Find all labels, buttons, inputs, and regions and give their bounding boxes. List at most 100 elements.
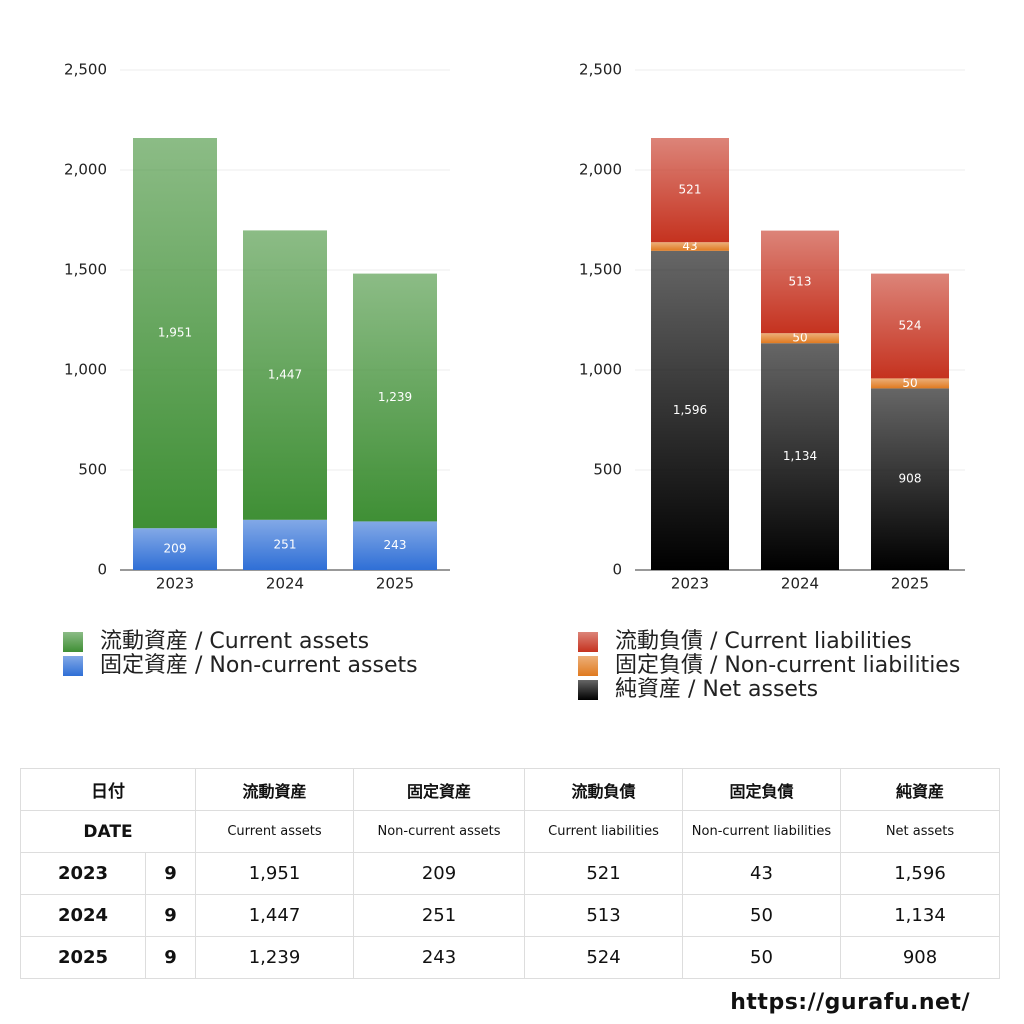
table-cell: 9 [145,852,196,895]
table-cell: 流動負債 [524,768,683,811]
legend-swatch [578,632,598,652]
value-label: 524 [899,319,922,333]
y-tick-label: 0 [612,561,622,579]
table-cell: 流動資産 [195,768,354,811]
table-row: DATE Current assets Non-current assets Curr… [20,810,1000,853]
table-row: 日付 流動資産 固定資産 流動負債 固定負債 純資産 [20,768,1000,811]
footer-url: https://gurafu.net/ [730,990,970,1015]
x-tick-label: 2023 [671,575,709,593]
table-cell: 251 [353,894,525,937]
x-tick-label: 2024 [781,575,819,593]
y-tick-label: 2,500 [579,61,622,79]
table-cell: 2024 [20,894,146,937]
legend-label: 固定負債 / Non-current liabilities [615,653,960,678]
legend-swatch [578,656,598,676]
charts: 05001,0001,5002,0002,50020232091,9512024… [63,61,965,702]
bar-segment [871,273,949,379]
value-label: 1,951 [158,326,192,340]
bar-segment [761,230,839,334]
table-cell: 1,951 [195,852,354,895]
y-tick-label: 2,000 [579,161,622,179]
table-cell: 固定負債 [682,768,841,811]
value-label: 1,447 [268,368,302,382]
y-tick-label: 500 [78,461,107,479]
table-cell: Current assets [195,810,354,853]
value-label: 209 [164,542,187,556]
legend-swatch [578,680,598,700]
bar-segment [243,519,327,570]
value-label: 50 [902,376,917,390]
table-cell: 9 [145,936,196,979]
x-tick-label: 2023 [156,575,194,593]
table-cell: 1,239 [195,936,354,979]
legend-label: 流動資産 / Current assets [100,629,369,654]
value-label: 243 [384,538,407,552]
table-cell: DATE [20,810,196,853]
value-label: 43 [682,239,697,253]
y-tick-label: 2,000 [64,161,107,179]
bar-segment [871,388,949,570]
x-tick-label: 2025 [376,575,414,593]
legend-label: 純資産 / Net assets [615,677,818,702]
y-tick-label: 500 [593,461,622,479]
table-row: 2024 9 1,447 251 513 50 1,134 [20,894,1000,937]
value-label: 1,596 [673,403,707,417]
bar-segment [353,521,437,570]
legend-label: 流動負債 / Current liabilities [615,629,912,654]
table-cell: 524 [524,936,683,979]
table-cell: 243 [353,936,525,979]
table-cell: 50 [682,894,841,937]
x-tick-label: 2024 [266,575,304,593]
legend-swatch [63,632,83,652]
bar-segment [651,250,729,571]
value-label: 521 [679,183,702,197]
bar-segment [761,333,839,344]
bar-segment [651,242,729,251]
table-cell: 908 [840,936,1000,979]
bar-segment [243,230,327,520]
table-cell: 9 [145,894,196,937]
legend-label: 固定資産 / Non-current assets [100,653,418,678]
value-label: 1,239 [378,390,412,404]
y-tick-label: 0 [97,561,107,579]
bar-segment [133,138,217,529]
table-cell: 2025 [20,936,146,979]
table-cell: 純資産 [840,768,1000,811]
y-tick-label: 1,000 [64,361,107,379]
legend-swatch [63,656,83,676]
bar-segment [133,528,217,570]
y-tick-label: 1,500 [64,261,107,279]
value-label: 50 [792,331,807,345]
table-cell: 1,134 [840,894,1000,937]
value-label: 1,134 [783,449,817,463]
bar-segment [871,378,949,389]
table-cell: Non-current liabilities [682,810,841,853]
y-tick-label: 2,500 [64,61,107,79]
table-cell: Current liabilities [524,810,683,853]
table-cell: 209 [353,852,525,895]
table-cell: 43 [682,852,841,895]
x-tick-label: 2025 [891,575,929,593]
table-cell: 固定資産 [353,768,525,811]
data-table: 日付 流動資産 固定資産 流動負債 固定負債 純資産 DATE Current assets N… [20,768,1000,979]
table-cell: 1,447 [195,894,354,937]
y-tick-label: 1,500 [579,261,622,279]
bar-segment [651,138,729,243]
table-row: 2023 9 1,951 209 521 43 1,596 [20,852,1000,895]
value-label: 908 [899,472,922,486]
table-cell: Net assets [840,810,1000,853]
table-cell: 1,596 [840,852,1000,895]
bar-segment [353,273,437,522]
table-cell: 日付 [20,768,196,811]
table-cell: 2023 [20,852,146,895]
table-cell: 513 [524,894,683,937]
table-cell: 50 [682,936,841,979]
table-cell: Non-current assets [353,810,525,853]
table-row: 2025 9 1,239 243 524 50 908 [20,936,1000,979]
y-tick-label: 1,000 [579,361,622,379]
bar-segment [761,343,839,570]
value-label: 251 [274,537,297,551]
value-label: 513 [789,274,812,288]
table-cell: 521 [524,852,683,895]
